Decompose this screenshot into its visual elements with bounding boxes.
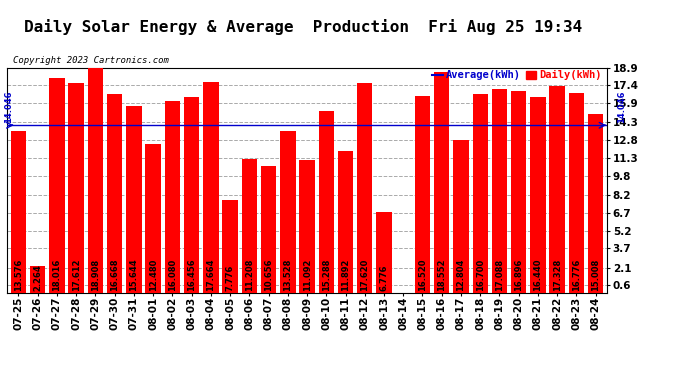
Bar bbox=[357, 83, 373, 292]
Text: 13.576: 13.576 bbox=[14, 258, 23, 291]
Bar bbox=[473, 94, 488, 292]
Text: 15.288: 15.288 bbox=[322, 258, 331, 291]
Bar bbox=[299, 160, 315, 292]
Bar bbox=[549, 86, 565, 292]
Bar bbox=[511, 92, 526, 292]
Bar bbox=[376, 212, 392, 292]
Bar bbox=[415, 96, 430, 292]
Text: 16.080: 16.080 bbox=[168, 258, 177, 291]
Text: 17.088: 17.088 bbox=[495, 259, 504, 291]
Text: 17.620: 17.620 bbox=[360, 258, 369, 291]
Text: 14.046: 14.046 bbox=[617, 90, 626, 123]
Text: 16.776: 16.776 bbox=[572, 258, 581, 291]
Text: 14.046: 14.046 bbox=[3, 90, 12, 123]
Text: 12.480: 12.480 bbox=[148, 258, 157, 291]
Text: 11.208: 11.208 bbox=[245, 258, 254, 291]
Text: 15.644: 15.644 bbox=[130, 258, 139, 291]
Text: 17.664: 17.664 bbox=[206, 258, 215, 291]
Text: 16.456: 16.456 bbox=[187, 258, 196, 291]
Bar bbox=[453, 140, 469, 292]
Bar bbox=[126, 106, 141, 292]
Text: 10.656: 10.656 bbox=[264, 258, 273, 291]
Text: 16.520: 16.520 bbox=[418, 258, 427, 291]
Text: 16.440: 16.440 bbox=[533, 258, 542, 291]
Text: 18.908: 18.908 bbox=[91, 259, 100, 291]
Bar bbox=[49, 78, 65, 292]
Legend: Average(kWh), Daily(kWh): Average(kWh), Daily(kWh) bbox=[432, 70, 602, 81]
Bar bbox=[203, 82, 219, 292]
Bar bbox=[88, 68, 103, 292]
Bar bbox=[530, 97, 546, 292]
Text: Daily Solar Energy & Average  Production  Fri Aug 25 19:34: Daily Solar Energy & Average Production … bbox=[24, 19, 583, 35]
Bar bbox=[319, 111, 334, 292]
Bar bbox=[241, 159, 257, 292]
Text: 18.552: 18.552 bbox=[437, 258, 446, 291]
Bar bbox=[107, 94, 122, 292]
Bar bbox=[30, 266, 46, 292]
Text: 12.804: 12.804 bbox=[457, 258, 466, 291]
Bar bbox=[569, 93, 584, 292]
Bar bbox=[184, 97, 199, 292]
Text: 7.776: 7.776 bbox=[226, 264, 235, 291]
Bar bbox=[434, 72, 449, 292]
Bar bbox=[68, 83, 84, 292]
Text: 11.892: 11.892 bbox=[341, 258, 350, 291]
Bar bbox=[280, 132, 295, 292]
Text: 17.612: 17.612 bbox=[72, 258, 81, 291]
Bar bbox=[588, 114, 603, 292]
Bar bbox=[261, 166, 276, 292]
Text: Copyright 2023 Cartronics.com: Copyright 2023 Cartronics.com bbox=[13, 56, 169, 65]
Bar bbox=[11, 131, 26, 292]
Text: 15.008: 15.008 bbox=[591, 258, 600, 291]
Text: 16.668: 16.668 bbox=[110, 258, 119, 291]
Text: 16.700: 16.700 bbox=[475, 258, 484, 291]
Bar bbox=[338, 151, 353, 292]
Text: 6.776: 6.776 bbox=[380, 264, 388, 291]
Bar bbox=[492, 89, 507, 292]
Text: 18.016: 18.016 bbox=[52, 258, 61, 291]
Text: 17.328: 17.328 bbox=[553, 258, 562, 291]
Text: 16.896: 16.896 bbox=[514, 258, 523, 291]
Text: 2.264: 2.264 bbox=[33, 264, 42, 291]
Bar bbox=[146, 144, 161, 292]
Text: 11.092: 11.092 bbox=[302, 258, 312, 291]
Bar bbox=[165, 101, 180, 292]
Bar bbox=[222, 200, 238, 292]
Text: 13.528: 13.528 bbox=[284, 258, 293, 291]
